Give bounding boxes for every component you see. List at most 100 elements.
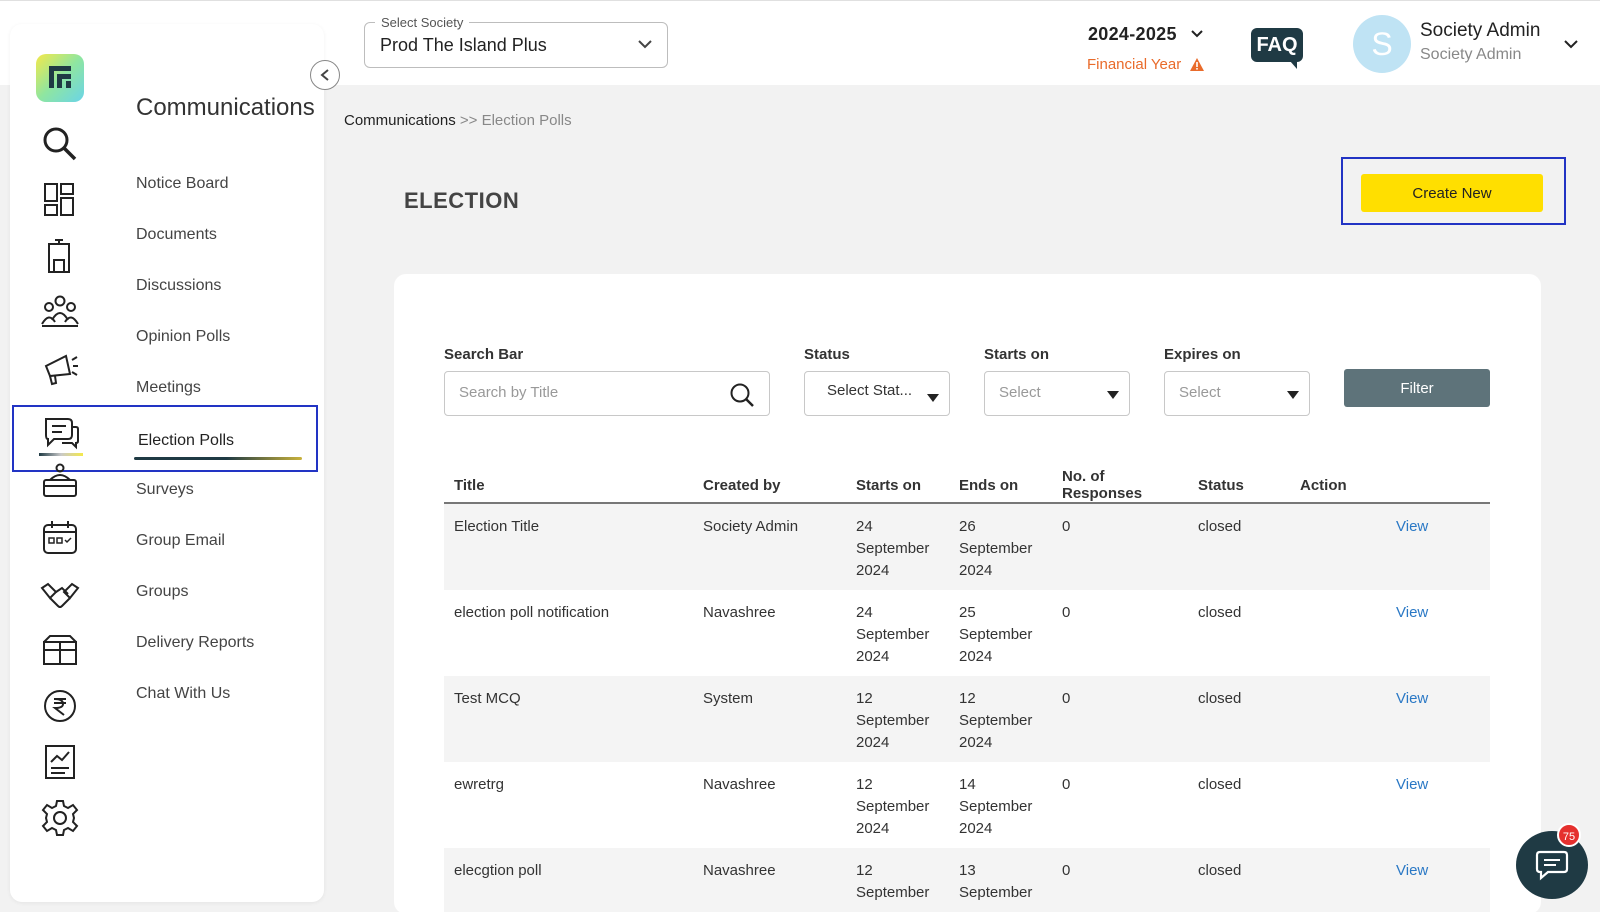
cell-title: Test MCQ xyxy=(444,676,693,762)
view-link[interactable]: View xyxy=(1396,604,1429,621)
chevron-down-icon[interactable] xyxy=(1190,28,1204,40)
status-select[interactable]: Select Stat... xyxy=(804,371,950,416)
table-row: elecgtion poll Navashree 12 September 13… xyxy=(444,848,1490,912)
breadcrumb-parent-link[interactable]: Communications xyxy=(344,112,456,129)
cell-status: closed xyxy=(1188,503,1290,590)
cell-title: ewretrg xyxy=(454,776,505,793)
expires-on-select-value: Select xyxy=(1179,384,1221,401)
cell-starts-on: 12 September 2024 xyxy=(856,776,930,837)
handshake-icon[interactable] xyxy=(40,574,80,614)
cell-created-by: System xyxy=(693,676,846,762)
calendar-icon[interactable] xyxy=(40,518,80,558)
cell-title: elecgtion poll xyxy=(444,848,693,912)
chat-icon xyxy=(1535,850,1569,881)
caret-down-icon xyxy=(927,394,939,402)
app-logo[interactable] xyxy=(36,54,84,102)
starts-on-select-value: Select xyxy=(999,384,1041,401)
search-box[interactable] xyxy=(444,371,770,416)
column-header-starts-on[interactable]: Starts on xyxy=(846,468,949,504)
sidebar-item-documents[interactable]: Documents xyxy=(136,226,217,243)
column-header-status[interactable]: Status xyxy=(1188,468,1290,504)
chevron-down-icon xyxy=(638,40,652,49)
dashboard-icon[interactable] xyxy=(40,180,80,220)
cell-status: closed xyxy=(1188,848,1290,912)
column-header-title[interactable]: Title xyxy=(444,468,693,504)
financial-year-label: Financial Year xyxy=(1087,56,1182,73)
view-link[interactable]: View xyxy=(1396,776,1429,793)
society-select[interactable]: Select Society Prod The Island Plus xyxy=(364,15,668,68)
filter-button[interactable]: Filter xyxy=(1344,369,1490,407)
sidebar-item-discussions[interactable]: Discussions xyxy=(136,277,222,294)
user-role: Society Admin xyxy=(1420,46,1522,63)
expires-on-select[interactable]: Select xyxy=(1164,371,1310,416)
collapse-sidebar-button[interactable] xyxy=(310,60,340,90)
megaphone-icon[interactable] xyxy=(40,348,80,388)
cell-responses: 0 xyxy=(1062,604,1071,621)
user-name: Society Admin xyxy=(1420,20,1541,41)
chevron-down-icon[interactable] xyxy=(1563,38,1579,50)
cell-created-by: Society Admin xyxy=(693,503,846,590)
expires-on-label: Expires on xyxy=(1164,346,1241,363)
status-label: Status xyxy=(804,346,850,363)
view-link[interactable]: View xyxy=(1290,503,1490,590)
caret-down-icon xyxy=(1287,391,1299,399)
cell-title: Election Title xyxy=(444,503,693,590)
table-row: Election Title Society Admin 24 Septembe… xyxy=(444,503,1490,590)
sidebar: Election Polls Communications Notice Boa… xyxy=(10,24,324,902)
breadcrumb: Communications >> Election Polls xyxy=(344,112,572,129)
chevron-left-icon xyxy=(320,69,329,81)
avatar[interactable]: S xyxy=(1353,15,1411,73)
column-header-ends-on[interactable]: Ends on xyxy=(949,468,1052,504)
elections-table: Title Created by Starts on Ends on No. o… xyxy=(444,468,1490,912)
society-select-label: Select Society xyxy=(375,15,470,30)
column-header-created-by[interactable]: Created by xyxy=(693,468,846,504)
sidebar-item-delivery-reports[interactable]: Delivery Reports xyxy=(136,634,255,651)
view-link[interactable]: View xyxy=(1290,676,1490,762)
column-header-responses[interactable]: No. of Responses xyxy=(1052,468,1188,504)
status-select-value: Select Stat... xyxy=(827,382,913,399)
sidebar-item-groups[interactable]: Groups xyxy=(136,583,189,600)
package-icon[interactable] xyxy=(40,630,80,670)
faq-button[interactable]: FAQ xyxy=(1251,28,1303,69)
financial-year-select[interactable]: 2024-2025 xyxy=(1088,24,1177,44)
column-header-action: Action xyxy=(1290,468,1490,504)
sidebar-item-label: Election Polls xyxy=(138,432,235,449)
create-new-highlight: Create New xyxy=(1341,157,1566,225)
cell-responses: 0 xyxy=(1062,776,1071,793)
sidebar-item-notice-board[interactable]: Notice Board xyxy=(136,175,229,192)
people-icon[interactable] xyxy=(40,292,80,332)
search-icon[interactable] xyxy=(729,382,755,408)
table-row: election poll notification Navashree 24 … xyxy=(444,590,1490,676)
breadcrumb-separator: >> xyxy=(459,112,478,129)
rupee-icon[interactable] xyxy=(40,686,80,726)
report-chart-icon[interactable] xyxy=(40,742,80,782)
starts-on-select[interactable]: Select xyxy=(984,371,1130,416)
election-list-card: Search Bar Status Select Stat... Starts … xyxy=(394,274,1541,912)
sidebar-item-surveys[interactable]: Surveys xyxy=(136,481,194,498)
sidebar-item-chat-with-us[interactable]: Chat With Us xyxy=(136,685,231,702)
cell-status: closed xyxy=(1188,676,1290,762)
cell-created-by: Navashree xyxy=(703,776,776,793)
cell-responses: 0 xyxy=(1052,848,1188,912)
active-underline xyxy=(134,457,302,460)
create-new-button[interactable]: Create New xyxy=(1361,174,1543,212)
view-link[interactable]: View xyxy=(1290,848,1490,912)
sidebar-item-group-email[interactable]: Group Email xyxy=(136,532,225,549)
cell-ends-on: 13 September xyxy=(949,848,1052,912)
helpdesk-icon[interactable] xyxy=(40,462,80,502)
cell-created-by: Navashree xyxy=(703,604,776,621)
page-title: ELECTION xyxy=(404,188,520,213)
cell-starts-on: 24 September 2024 xyxy=(856,604,930,665)
sidebar-item-opinion-polls[interactable]: Opinion Polls xyxy=(136,328,231,345)
search-input[interactable] xyxy=(459,384,719,401)
warning-icon xyxy=(1190,58,1204,71)
cell-responses: 0 xyxy=(1052,676,1188,762)
settings-gear-icon[interactable] xyxy=(40,798,80,838)
sidebar-item-election-polls[interactable]: Election Polls xyxy=(12,405,318,472)
cell-status: closed xyxy=(1198,604,1242,621)
sidebar-item-meetings[interactable]: Meetings xyxy=(136,379,201,396)
building-icon[interactable] xyxy=(40,236,80,276)
table-header-row: Title Created by Starts on Ends on No. o… xyxy=(444,468,1490,504)
breadcrumb-current: Election Polls xyxy=(481,112,572,129)
search-icon[interactable] xyxy=(40,124,80,164)
